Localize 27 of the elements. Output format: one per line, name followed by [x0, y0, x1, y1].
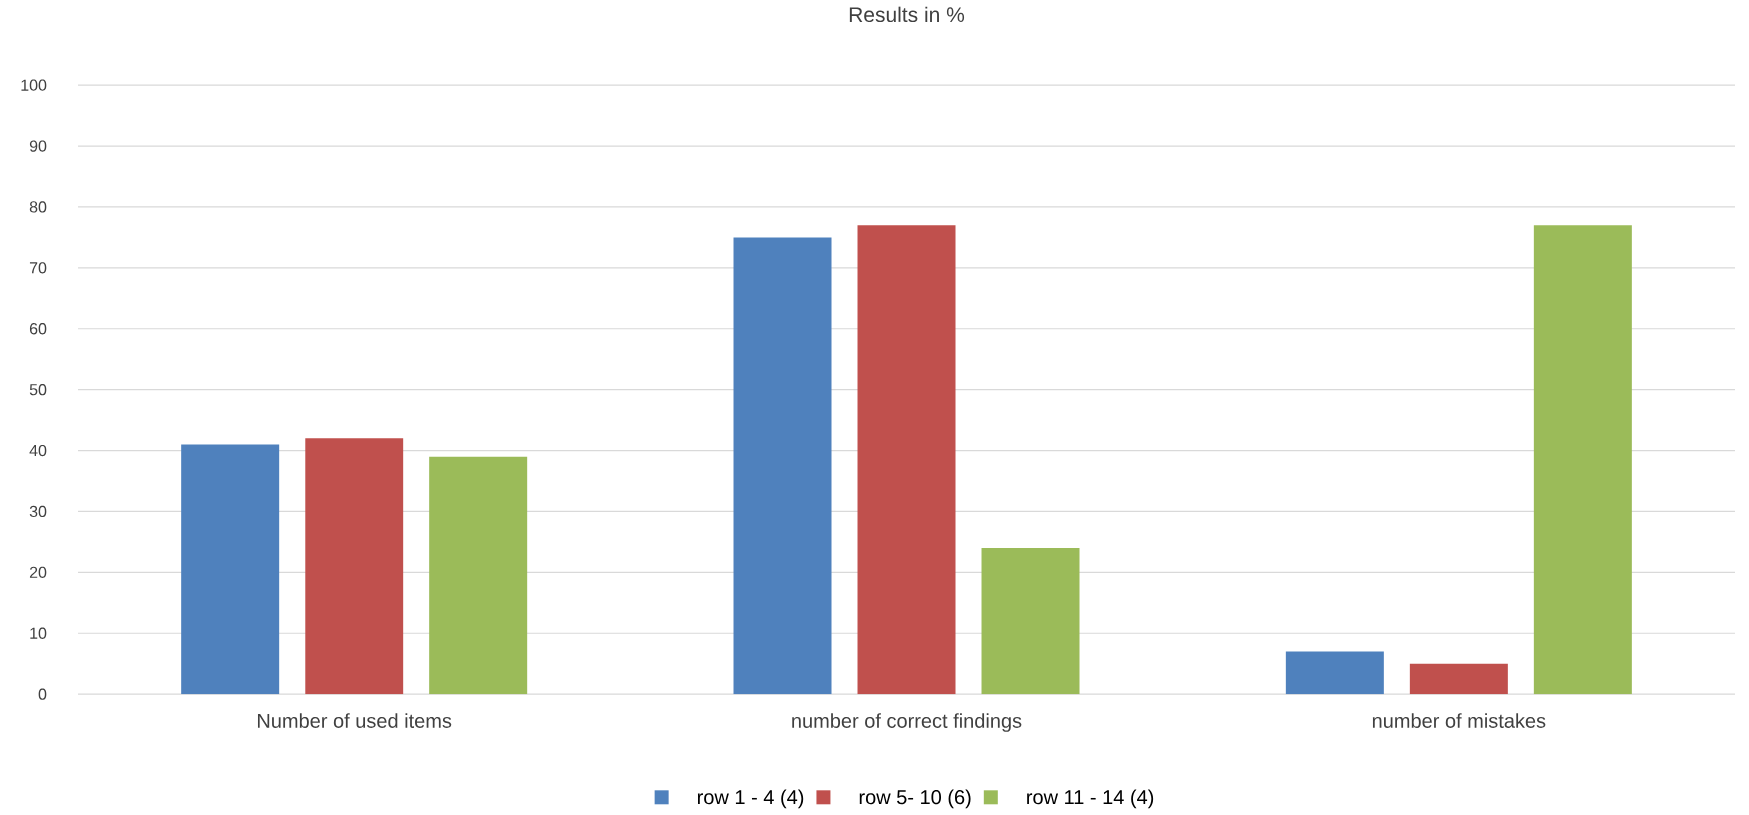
bar — [981, 547, 1080, 695]
bar — [305, 438, 404, 695]
bar — [733, 237, 832, 695]
bar — [1533, 225, 1632, 695]
y-tick-label: 70 — [29, 262, 47, 274]
y-tick-label: 90 — [29, 140, 47, 152]
chart-title: Results in % — [849, 6, 965, 23]
y-tick-label: 10 — [30, 627, 47, 639]
x-tick-label: Number of used items — [257, 713, 452, 728]
bar — [857, 225, 956, 695]
legend-label: row 5- 10 (6) — [859, 789, 971, 809]
y-tick-label: 0 — [38, 688, 47, 700]
y-tick-label: 40 — [29, 444, 47, 457]
bar — [429, 456, 528, 695]
y-tick-label: 50 — [29, 383, 47, 396]
y-tick-label: 20 — [29, 566, 47, 579]
bar — [1409, 663, 1508, 695]
y-tick-label: 100 — [21, 79, 47, 91]
legend-label: row 11 - 14 (4) — [1027, 789, 1154, 809]
y-tick-label: 60 — [29, 323, 47, 335]
legend-label: row 1 - 4 (4) — [697, 789, 804, 809]
bar — [181, 444, 280, 695]
x-tick-label: number of mistakes — [1372, 713, 1546, 728]
y-tick-label: 80 — [29, 201, 47, 213]
y-tick-label: 30 — [29, 505, 47, 518]
bar — [1285, 651, 1384, 695]
x-tick-label: number of correct findings — [792, 713, 1022, 732]
